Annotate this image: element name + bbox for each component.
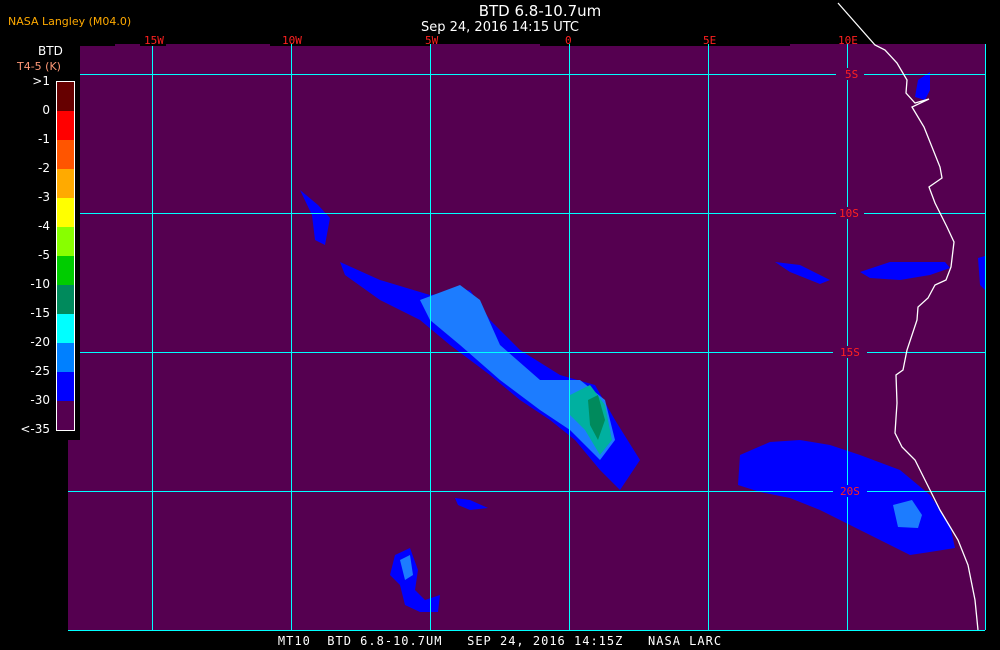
cloud-streak-east [860, 262, 950, 280]
cloud-small-ne [915, 72, 930, 100]
lon-label-5w: 5W [425, 34, 439, 47]
color-scale-segment [57, 372, 74, 401]
cloud-small-mid [455, 498, 488, 510]
image-timestamp: Sep 24, 2016 14:15 UTC [420, 20, 580, 35]
footer-caption: MT10 BTD 6.8-10.7UM SEP 24, 2016 14:15Z … [277, 634, 723, 648]
color-scale-label: -4 [38, 219, 50, 233]
lat-label-10s: 10S [839, 207, 859, 220]
color-scale-label: -25 [30, 364, 50, 378]
color-scale-label: -3 [38, 190, 50, 204]
lat-label-15s: 15S [840, 346, 860, 359]
lon-label-0: 0 [565, 34, 572, 47]
color-scale-segment [57, 401, 74, 430]
lon-label-10e: 10E [838, 34, 858, 47]
cloud-band-cyan [420, 285, 615, 460]
color-scale-segment [57, 256, 74, 285]
color-scale-label: 0 [42, 103, 50, 117]
color-scale-bar [56, 81, 75, 431]
credit-label: NASA Langley (M04.0) [8, 15, 132, 28]
color-scale-segment [57, 198, 74, 227]
legend-unit: T4-5 (K) [17, 60, 61, 73]
color-scale-segment [57, 111, 74, 140]
cloud-streak-east2 [775, 262, 830, 284]
image-title: BTD 6.8-10.7um [478, 2, 602, 20]
cloud-band-diagonal [340, 262, 640, 490]
color-scale-label: -15 [30, 306, 50, 320]
color-scale-segment [57, 140, 74, 169]
color-scale-label: -5 [38, 248, 50, 262]
color-scale-label: -30 [30, 393, 50, 407]
color-scale-segment [57, 82, 74, 111]
lat-lon-grid [68, 44, 986, 631]
lon-label-5e: 5E [703, 34, 716, 47]
legend-title: BTD [38, 44, 63, 58]
coastline [837, 2, 979, 631]
lat-label-20s: 20S [840, 485, 860, 498]
cloud-core-green [588, 395, 605, 440]
lon-label-10w: 10W [282, 34, 302, 47]
lat-label-5s: 5S [845, 68, 858, 81]
color-scale-label: <-35 [20, 422, 50, 436]
color-scale-segment [57, 227, 74, 256]
color-scale-segment [57, 314, 74, 343]
color-scale-label: >1 [32, 74, 50, 88]
color-scale-segment [57, 285, 74, 314]
color-scale-segment [57, 343, 74, 372]
color-scale-label: -1 [38, 132, 50, 146]
cloud-features [300, 72, 985, 612]
lon-label-15w: 15W [144, 34, 164, 47]
color-scale-label: -20 [30, 335, 50, 349]
cloud-streak-nw [300, 190, 330, 245]
cloud-deck-lightblue [893, 500, 922, 528]
cloud-south-cyan [400, 555, 413, 580]
color-scale-segment [57, 169, 74, 198]
color-scale-label: -2 [38, 161, 50, 175]
cloud-far-east [978, 256, 985, 290]
color-scale-label: -10 [30, 277, 50, 291]
